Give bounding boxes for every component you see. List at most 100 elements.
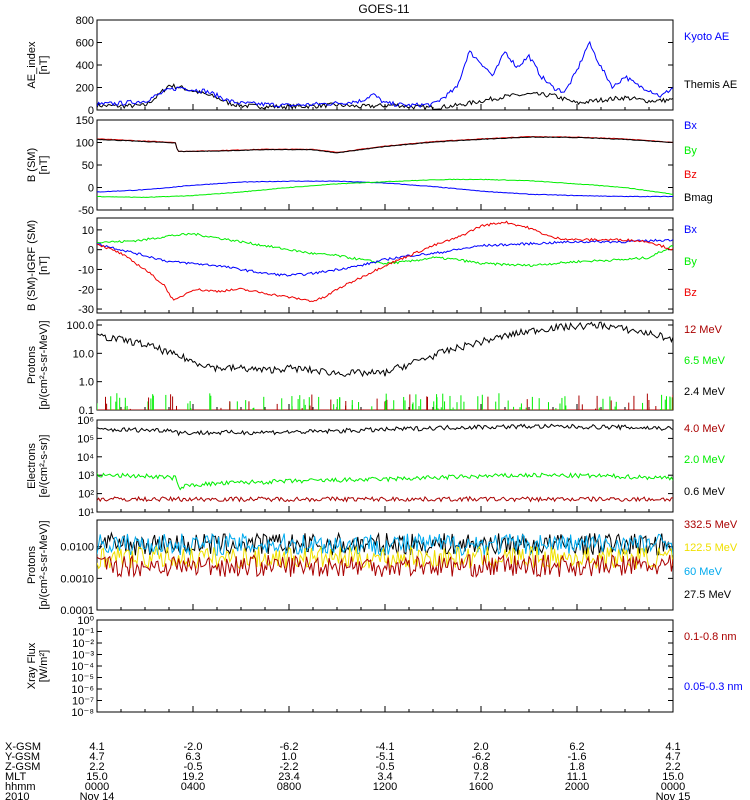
y-tick-label: 10⁻⁸ xyxy=(71,707,94,719)
x-row-value: 1.0 xyxy=(281,751,296,763)
y-tick-label: 0.0001 xyxy=(60,605,94,617)
y-tick-label: 600 xyxy=(76,38,94,50)
legend-entry: 12 MeV xyxy=(684,324,723,336)
panel-frame xyxy=(96,319,674,411)
y-tick-label: 10⁵ xyxy=(77,433,94,445)
series-group xyxy=(97,531,673,578)
legend-entry: Bx xyxy=(684,224,697,236)
y-tick-label: 0.0010 xyxy=(60,573,94,585)
legend-entry: 27.5 MeV xyxy=(684,589,732,601)
plot-title: GOES-11 xyxy=(358,2,409,16)
legend-entry: 6.5 MeV xyxy=(684,355,726,367)
series-line-bz xyxy=(97,136,673,153)
x-row-label: MLT xyxy=(5,771,26,783)
series-line-122-5-mev xyxy=(97,545,673,570)
series-group xyxy=(97,136,673,199)
legend-entry: Themis AE xyxy=(684,79,737,91)
y-axis-label: AE_index[nT] xyxy=(26,41,50,89)
panel-3: -30 -20 -10 0 10 B (SM)-IGRF (SM)[nT] Bx By Bz xyxy=(26,217,697,316)
x-row-value: 7.2 xyxy=(473,771,488,783)
y-axis-label: Electrons[e/(cm²-s-sr)] xyxy=(26,435,50,498)
x-row-value: -1.6 xyxy=(568,751,587,763)
x-row-value: 15.0 xyxy=(86,771,107,783)
panel-frame xyxy=(96,519,674,611)
y-axis-label: Protons[p/(cm²-s-sr-MeV)] xyxy=(26,520,50,609)
y-tick-label: 10¹ xyxy=(78,507,94,519)
x-row-value: 4.1 xyxy=(665,741,680,753)
x-row-value: 1.8 xyxy=(569,761,584,773)
panel-2: -50 0 50 100 150 B (SM)[nT] Bx By Bz Bmag xyxy=(26,115,713,217)
x-row-value: 2000 xyxy=(565,781,589,793)
x-row-value: 23.4 xyxy=(278,771,299,783)
legend-entry: Bz xyxy=(684,287,697,299)
x-row-value: 15.0 xyxy=(662,771,683,783)
series-line-by xyxy=(97,178,673,199)
y-tick-label: -50 xyxy=(78,205,94,217)
series-group xyxy=(97,220,673,303)
x-row-value: 0400 xyxy=(181,781,205,793)
y-tick-label: 50 xyxy=(82,160,94,172)
series-line-2-4-mev xyxy=(97,321,673,378)
x-row-value: 1600 xyxy=(469,781,493,793)
y-axis-label: Protons[p/(cm²-s-sr-MeV)] xyxy=(26,320,50,409)
y-tick-label: 10.0 xyxy=(73,348,94,360)
x-row-value: 4.7 xyxy=(665,751,680,763)
y-tick-label: 10³ xyxy=(78,470,94,482)
x-row-label: 2010 xyxy=(5,791,29,800)
series-line-bx xyxy=(97,180,673,198)
x-row-value: -6.2 xyxy=(280,741,299,753)
series-group xyxy=(97,40,673,110)
series-line-332-5-mev xyxy=(97,554,673,578)
x-row-value: -4.1 xyxy=(376,741,395,753)
y-tick-label: 10⁻⁵ xyxy=(71,673,94,685)
legend-entry: 4.0 MeV xyxy=(684,423,726,435)
series-line-4-0-mev xyxy=(97,495,673,503)
legend-entry: By xyxy=(684,145,697,157)
x-row-value: -2.0 xyxy=(184,741,203,753)
series-line-60-mev xyxy=(97,532,673,557)
y-tick-label: 10⁻² xyxy=(72,638,94,650)
legend-entry: 60 MeV xyxy=(684,566,723,578)
x-row-value: -0.5 xyxy=(376,761,395,773)
x-row-label: X-GSM xyxy=(5,741,41,753)
x-row-value: 6.3 xyxy=(185,751,200,763)
y-tick-label: 1.0 xyxy=(79,377,94,389)
legend-entry: Bz xyxy=(684,169,697,181)
legend-entry: 0.1-0.8 nm xyxy=(684,631,737,643)
series-line-bz xyxy=(97,220,673,303)
x-row-label: Z-GSM xyxy=(5,761,40,773)
x-row-value: 4.7 xyxy=(89,751,104,763)
x-row-value: -5.1 xyxy=(376,751,395,763)
legend-entry: 0.6 MeV xyxy=(684,486,726,498)
y-tick-label: 10⁻³ xyxy=(72,650,94,662)
x-row-value: 0.8 xyxy=(473,761,488,773)
panels: 0 200 400 600 800 AE_index[nT] Kyoto AE Themis … xyxy=(26,15,743,719)
y-tick-label: 0.1 xyxy=(79,405,94,417)
panel-frame xyxy=(96,619,674,713)
legend-entry: 332.5 MeV xyxy=(684,519,738,531)
y-axis-label: B (SM)[nT] xyxy=(26,148,50,182)
x-row-value: 11.1 xyxy=(567,771,588,783)
x-row-value: 0800 xyxy=(277,781,301,793)
x-row-value: Nov 15 xyxy=(656,791,691,800)
legend-entry: By xyxy=(684,256,697,268)
x-row-value: -2.2 xyxy=(280,761,299,773)
y-axis-label: Xray Flux[W/m²] xyxy=(26,642,50,689)
x-row-value: 6.2 xyxy=(569,741,584,753)
y-tick-label: 150 xyxy=(76,115,94,127)
y-tick-label: 10⁴ xyxy=(77,452,94,464)
x-row-value: -6.2 xyxy=(472,751,491,763)
y-tick-label: 400 xyxy=(76,60,94,72)
x-row-value: -0.5 xyxy=(184,761,203,773)
y-tick-label: 10⁻⁴ xyxy=(71,661,94,673)
y-tick-label: 10⁻⁶ xyxy=(71,684,94,696)
series-line-kyoto-ae xyxy=(97,40,673,108)
x-row-value: 2.2 xyxy=(89,761,104,773)
y-tick-label: 10² xyxy=(78,489,94,501)
series-line-themis-ae xyxy=(97,83,673,110)
y-tick-label: -20 xyxy=(78,284,94,296)
panel-frame xyxy=(96,19,674,111)
series-line-27-5-mev xyxy=(97,531,673,556)
